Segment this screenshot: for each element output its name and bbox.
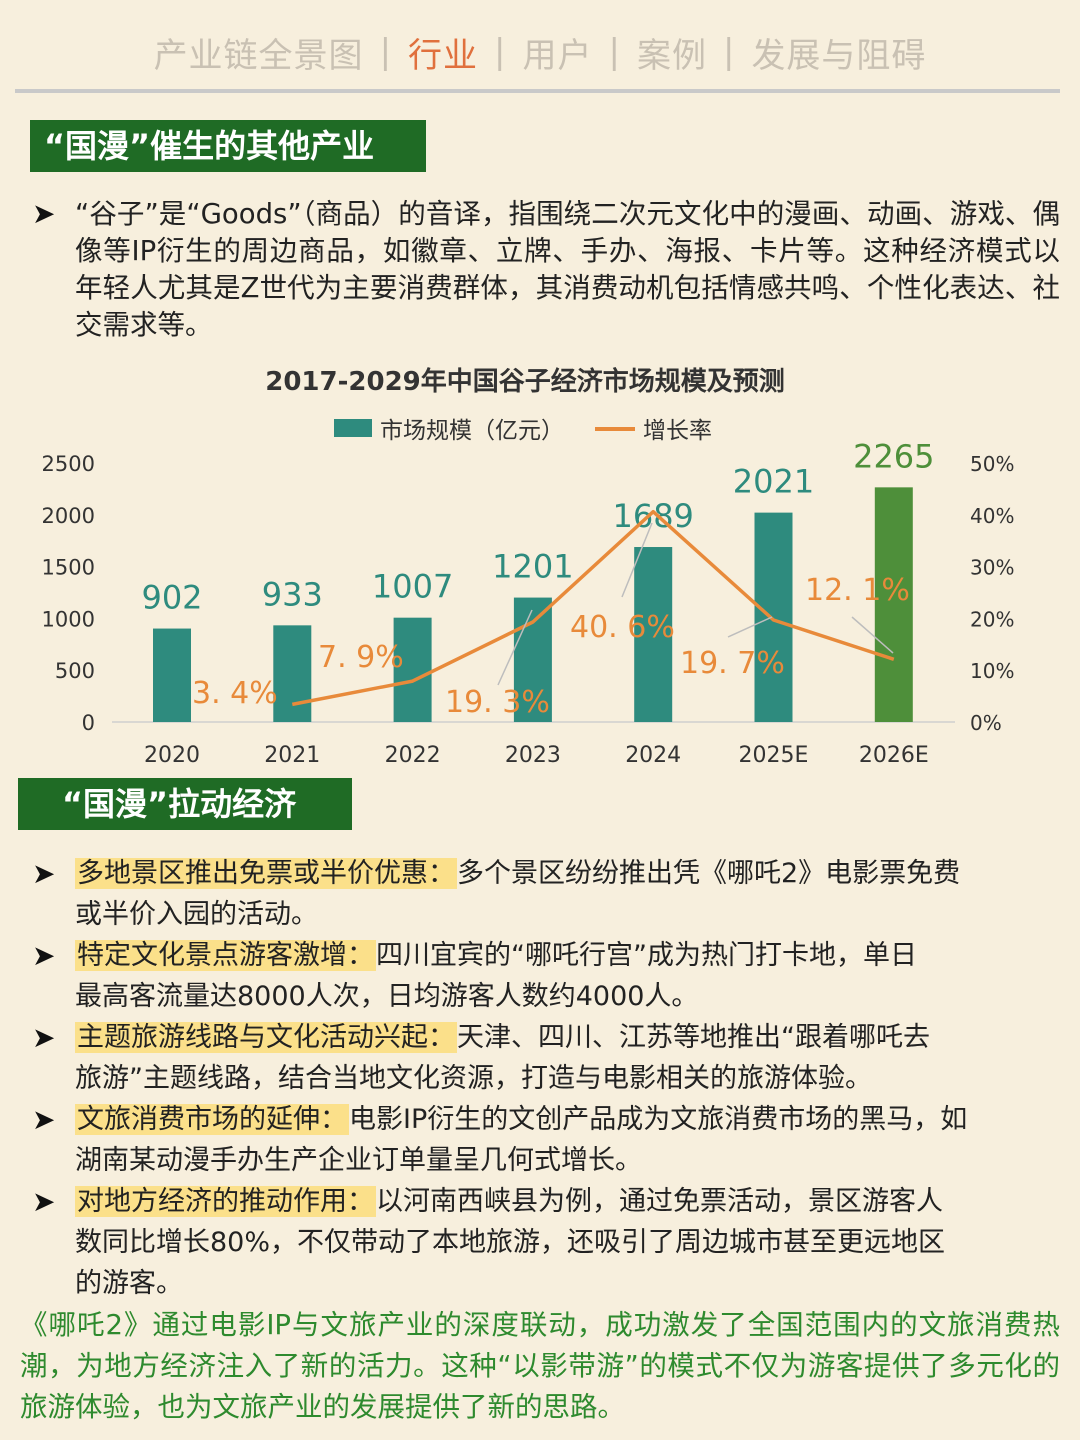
- x-tick-label: 2021: [264, 743, 320, 768]
- bar: [513, 597, 552, 722]
- y-left-tick-label: 1000: [42, 607, 95, 631]
- nav-separator: |: [379, 32, 393, 72]
- y-right-tick-label: 30%: [970, 556, 1014, 580]
- leader-line: [727, 616, 773, 638]
- bullet-highlight: 多地景区推出免票或半价优惠：: [75, 858, 457, 889]
- x-tick-label: 2024: [625, 743, 681, 768]
- bullet-text: 天津、四川、江苏等地推出“跟着哪吒去: [457, 1022, 930, 1053]
- bullet-text-continued: 的游客。: [75, 1268, 183, 1299]
- leader-line: [621, 522, 653, 598]
- list-item: 多地景区推出免票或半价优惠：多个景区纷纷推出凭《哪吒2》电影票免费: [75, 853, 1060, 894]
- x-tick-label: 2023: [505, 743, 561, 768]
- bar-value-label: 1007: [372, 568, 453, 606]
- list-item: 主题旅游线路与文化活动兴起：天津、四川、江苏等地推出“跟着哪吒去: [75, 1017, 1060, 1058]
- y-right-tick-label: 40%: [970, 504, 1014, 528]
- closing-summary: 《哪吒2》通过电影IP与文旅产业的深度联动，成功激发了全国范围内的文旅消费热潮，…: [20, 1309, 1060, 1423]
- bullet-text-continued: 数同比增长80%，不仅带动了本地旅游，还吸引了周边城市甚至更远地区: [75, 1227, 946, 1258]
- nav-separator: |: [722, 32, 736, 72]
- list-item: 特定文化景点游客激增：四川宜宾的“哪吒行宫”成为热门打卡地，单日: [75, 935, 1060, 976]
- arrow-right-icon: ➤: [32, 857, 56, 890]
- chart-legend: 市场规模（亿元） 增长率: [334, 418, 712, 444]
- bullet-highlight: 特定文化景点游客激增：: [75, 940, 376, 971]
- legend-label-growth-rate: 增长率: [643, 418, 712, 444]
- chart-title: 2017-2029年中国谷子经济市场规模及预测: [265, 366, 785, 397]
- y-left-tick-label: 0: [82, 711, 95, 735]
- x-tick-label: 2026E: [859, 743, 929, 768]
- top-nav: 产业链全景图 | 行业 | 用户 | 案例 | 发展与阻碍: [0, 28, 1080, 76]
- y-right-tick-label: 0%: [970, 711, 1002, 735]
- bar: [393, 617, 432, 722]
- y-right-tick-label: 10%: [970, 659, 1014, 683]
- bullet-text: 电影IP衍生的文创产品成为文旅消费市场的黑马，如: [349, 1104, 968, 1135]
- growth-rate-label: 3. 4%: [192, 676, 278, 711]
- growth-rate-label: 19. 3%: [445, 685, 550, 720]
- goods-description: “谷子”是“Goods”（商品）的音译，指围绕二次元文化中的漫画、动画、游戏、偶…: [75, 198, 1060, 341]
- legend-label-market-size: 市场规模（亿元）: [380, 418, 564, 444]
- bullet-text: 多个景区纷纷推出凭《哪吒2》电影票免费: [457, 858, 961, 889]
- nav-tab-industry-chain[interactable]: 产业链全景图: [153, 35, 364, 76]
- list-item: 对地方经济的推动作用：以河南西峡县为例，通过免票活动，景区游客人: [75, 1181, 1060, 1222]
- section-title-economic-boost: “国漫”拉动经济: [18, 778, 352, 830]
- arrow-right-icon: ➤: [32, 1103, 56, 1136]
- arrow-right-icon: ➤: [32, 1185, 56, 1218]
- nav-divider: [15, 89, 1060, 93]
- bar: [273, 625, 312, 722]
- x-tick-label: 2020: [144, 743, 200, 768]
- y-left-tick-label: 500: [55, 659, 95, 683]
- bullet-text-continued: 最高客流量达8000人次，日均游客人数约4000人。: [75, 981, 699, 1012]
- nav-tab-industry[interactable]: 行业: [408, 35, 479, 76]
- bullet-highlight: 对地方经济的推动作用：: [75, 1186, 376, 1217]
- nav-tab-users[interactable]: 用户: [522, 35, 593, 76]
- x-tick-label: 2025E: [739, 743, 809, 768]
- bar-value-label: 2265: [853, 437, 934, 475]
- bar: [153, 628, 191, 722]
- section-title-other-industries: “国漫”催生的其他产业: [30, 120, 426, 172]
- growth-rate-line: [291, 509, 895, 707]
- bar-value-label: 933: [262, 575, 323, 613]
- growth-rate-label: 7. 9%: [318, 640, 404, 675]
- x-tick-label: 2022: [385, 743, 441, 768]
- y-right-tick-label: 20%: [970, 607, 1014, 631]
- list-item: 文旅消费市场的延伸：电影IP衍生的文创产品成为文旅消费市场的黑马，如: [75, 1099, 1060, 1140]
- leader-line: [851, 616, 894, 654]
- bar: [634, 547, 673, 722]
- bar: [874, 487, 913, 722]
- arrow-right-icon: ➤: [32, 939, 56, 972]
- growth-rate-label: 40. 6%: [570, 610, 675, 645]
- legend-swatch-market-size: [334, 419, 372, 437]
- leader-line: [497, 609, 533, 686]
- growth-rate-label: 12. 1%: [805, 573, 910, 608]
- bar: [754, 512, 793, 722]
- bullet-highlight: 主题旅游线路与文化活动兴起：: [75, 1022, 457, 1053]
- bar-value-label: 1201: [492, 548, 573, 586]
- nav-separator: |: [494, 32, 507, 72]
- arrow-right-icon: ➤: [32, 197, 56, 230]
- bullet-text: 四川宜宾的“哪吒行宫”成为热门打卡地，单日: [376, 940, 917, 971]
- bullet-highlight: 文旅消费市场的延伸：: [75, 1104, 349, 1135]
- bar-value-label: 902: [141, 579, 202, 617]
- growth-rate-label: 19. 7%: [680, 646, 785, 681]
- y-left-tick-label: 2000: [42, 504, 95, 528]
- nav-tab-development[interactable]: 发展与阻碍: [751, 35, 927, 76]
- bullet-text: 以河南西峡县为例，通过免票活动，景区游客人: [376, 1186, 943, 1217]
- market-size-chart: 2017-2029年中国谷子经济市场规模及预测 市场规模（亿元） 增长率 250…: [42, 366, 1015, 768]
- arrow-right-icon: ➤: [32, 1021, 56, 1054]
- y-left-tick-label: 1500: [42, 556, 95, 580]
- nav-separator: |: [608, 32, 621, 72]
- bar-value-label: 1689: [612, 497, 693, 535]
- bullet-text-continued: 旅游”主题线路，结合当地文化资源，打造与电影相关的旅游体验。: [75, 1063, 872, 1094]
- bullet-text-continued: 或半价入园的活动。: [75, 899, 318, 930]
- y-left-tick-label: 2500: [42, 452, 95, 476]
- bullet-text-continued: 湖南某动漫手办生产企业订单量呈几何式增长。: [75, 1145, 642, 1176]
- bar-value-label: 2021: [733, 463, 814, 501]
- y-right-tick-label: 50%: [970, 452, 1014, 476]
- nav-tab-cases[interactable]: 案例: [636, 35, 707, 76]
